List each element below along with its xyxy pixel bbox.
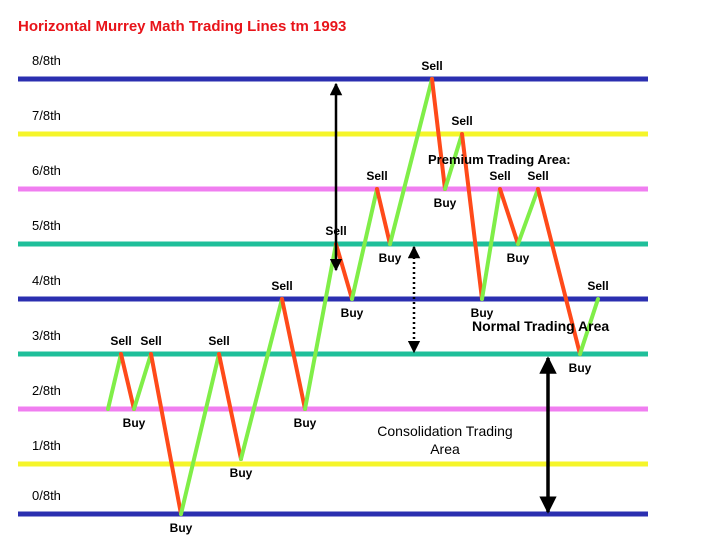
level-label: 8/8th bbox=[32, 53, 61, 68]
signal-label: Sell bbox=[366, 169, 387, 183]
signal-label: Sell bbox=[110, 334, 131, 348]
signal-label: Sell bbox=[140, 334, 161, 348]
price-segment bbox=[239, 297, 284, 461]
signal-label: Buy bbox=[471, 306, 494, 320]
signal-label: Buy bbox=[379, 251, 402, 265]
price-segment bbox=[217, 352, 243, 461]
level-label: 3/8th bbox=[32, 328, 61, 343]
level-label: 6/8th bbox=[32, 163, 61, 178]
title: Horizontal Murrey Math Trading Lines tm … bbox=[18, 18, 346, 35]
signal-label: Sell bbox=[489, 169, 510, 183]
area-label: Premium Trading Area: bbox=[428, 152, 571, 167]
signal-label: Buy bbox=[230, 466, 253, 480]
price-segment bbox=[430, 77, 447, 191]
level-label: 7/8th bbox=[32, 108, 61, 123]
signal-label: Sell bbox=[421, 59, 442, 73]
price-segment bbox=[149, 352, 183, 516]
price-segment bbox=[280, 297, 307, 411]
signal-label: Sell bbox=[587, 279, 608, 293]
signal-label: Sell bbox=[451, 114, 472, 128]
signal-label: Buy bbox=[434, 196, 457, 210]
signal-label: Buy bbox=[294, 416, 317, 430]
signal-label: Buy bbox=[170, 521, 193, 535]
level-label: 0/8th bbox=[32, 488, 61, 503]
area-label: Consolidation Trading bbox=[377, 423, 512, 439]
signal-label: Buy bbox=[569, 361, 592, 375]
price-segment bbox=[132, 352, 153, 411]
price-segment bbox=[179, 352, 221, 516]
price-segment bbox=[516, 187, 540, 246]
signal-label: Buy bbox=[507, 251, 530, 265]
signal-label: Sell bbox=[527, 169, 548, 183]
price-segment bbox=[443, 132, 464, 191]
level-label: 5/8th bbox=[32, 218, 61, 233]
price-segment bbox=[388, 77, 434, 246]
price-segment bbox=[536, 187, 582, 356]
signal-label: Sell bbox=[208, 334, 229, 348]
price-segment bbox=[578, 297, 600, 356]
signal-label: Buy bbox=[123, 416, 146, 430]
price-segment bbox=[350, 187, 379, 301]
signal-label: Sell bbox=[271, 279, 292, 293]
price-segment bbox=[334, 242, 354, 301]
signal-label: Sell bbox=[325, 224, 346, 238]
price-segment bbox=[375, 187, 392, 246]
price-segment bbox=[480, 187, 502, 301]
signal-label: Buy bbox=[341, 306, 364, 320]
level-label: 2/8th bbox=[32, 383, 61, 398]
price-segment bbox=[460, 132, 484, 301]
area-label: Normal Trading Area bbox=[472, 318, 609, 334]
level-label: 4/8th bbox=[32, 273, 61, 288]
area-label: Area bbox=[430, 441, 460, 457]
price-segment bbox=[119, 352, 136, 411]
level-label: 1/8th bbox=[32, 438, 61, 453]
price-segment bbox=[106, 352, 123, 411]
price-segment bbox=[303, 242, 338, 411]
price-segment bbox=[498, 187, 520, 246]
